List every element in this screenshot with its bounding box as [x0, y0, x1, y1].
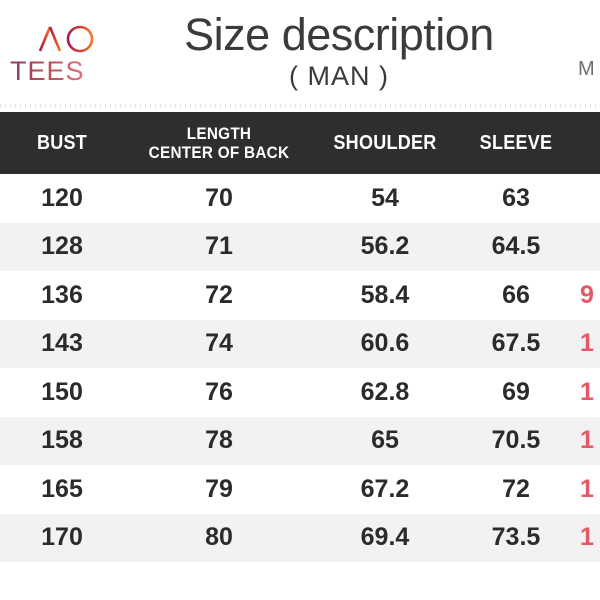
table-row: 158 78 65 70.5 1 — [0, 416, 600, 465]
bottom-whitespace — [0, 580, 600, 600]
page-subtitle: ( MAN ) — [289, 61, 389, 91]
cell-shoulder: 62.8 — [360, 377, 410, 406]
column-header-length-label: LENGTH — [186, 124, 252, 143]
cell-bust: 170 — [41, 523, 83, 552]
cell-shoulder: 56.2 — [360, 232, 410, 261]
column-header-sleeve-label: SLEEVE — [479, 131, 553, 154]
table-row: 136 72 58.4 66 9 — [0, 271, 600, 320]
table-row: 143 74 60.6 67.5 1 — [0, 319, 600, 368]
header-texture-divider — [0, 104, 600, 108]
table-row: 120 70 54 63 — [0, 174, 600, 223]
cell-extra: 1 — [580, 524, 594, 552]
cell-bust: 143 — [41, 329, 83, 358]
cell-sleeve: 64.5 — [491, 232, 541, 261]
table-row: 170 80 69.4 73.5 1 — [0, 513, 600, 562]
page-title: Size description — [184, 9, 494, 60]
cell-shoulder: 69.4 — [360, 523, 410, 552]
column-header-length: LENGTH CENTER OF BACK — [134, 124, 305, 162]
column-header-length-sublabel: CENTER OF BACK — [148, 143, 290, 162]
cell-length: 74 — [205, 329, 233, 358]
cell-sleeve: 70.5 — [491, 426, 541, 455]
cell-shoulder: 58.4 — [360, 280, 410, 309]
cell-sleeve: 67.5 — [491, 329, 541, 358]
title-block: Size description ( MAN ) — [104, 8, 574, 92]
cell-length: 70 — [205, 183, 233, 212]
cell-length: 80 — [205, 523, 233, 552]
cell-bust: 120 — [41, 183, 83, 212]
cell-extra: 1 — [580, 427, 594, 455]
cell-extra: 1 — [580, 378, 594, 406]
brand-wordmark-text: TEES — [10, 56, 85, 86]
cell-length: 72 — [205, 280, 233, 309]
cell-shoulder: 65 — [371, 426, 399, 455]
cell-length: 71 — [205, 232, 233, 261]
table-row: 128 71 56.2 64.5 — [0, 222, 600, 271]
cell-shoulder: 67.2 — [360, 474, 410, 503]
brand-logo: TEES — [10, 24, 102, 90]
cell-bust: 158 — [41, 426, 83, 455]
cell-sleeve: 69 — [502, 377, 530, 406]
table-header-row: BUST LENGTH CENTER OF BACK SHOULDER SLEE… — [0, 112, 600, 174]
cell-extra: 1 — [580, 330, 594, 358]
cell-shoulder: 54 — [371, 183, 399, 212]
cell-length: 79 — [205, 474, 233, 503]
clipped-edge-label: M — [578, 58, 595, 80]
cell-length: 78 — [205, 426, 233, 455]
column-header-shoulder-label: SHOULDER — [333, 131, 437, 154]
cell-sleeve: 73.5 — [491, 523, 541, 552]
cell-sleeve: 72 — [502, 474, 530, 503]
cell-sleeve: 63 — [502, 183, 530, 212]
table-row: 150 76 62.8 69 1 — [0, 368, 600, 417]
header-area: TEES Size description ( MAN ) M — [0, 0, 600, 112]
cell-bust: 150 — [41, 377, 83, 406]
cell-shoulder: 60.6 — [360, 329, 410, 358]
column-header-bust: BUST — [6, 131, 118, 154]
cell-bust: 165 — [41, 474, 83, 503]
cell-bust: 136 — [41, 280, 83, 309]
hao-logo-icon — [12, 25, 94, 53]
column-header-bust-label: BUST — [36, 131, 88, 154]
cell-bust: 128 — [41, 232, 83, 261]
brand-wordmark: TEES — [10, 56, 85, 86]
table-row: 165 79 67.2 72 1 — [0, 465, 600, 514]
cell-extra: 9 — [580, 281, 594, 309]
cell-length: 76 — [205, 377, 233, 406]
size-table: BUST LENGTH CENTER OF BACK SHOULDER SLEE… — [0, 112, 600, 562]
cell-sleeve: 66 — [502, 280, 530, 309]
column-header-sleeve: SLEEVE — [462, 131, 570, 154]
cell-extra: 1 — [580, 475, 594, 503]
column-header-shoulder: SHOULDER — [321, 131, 449, 154]
